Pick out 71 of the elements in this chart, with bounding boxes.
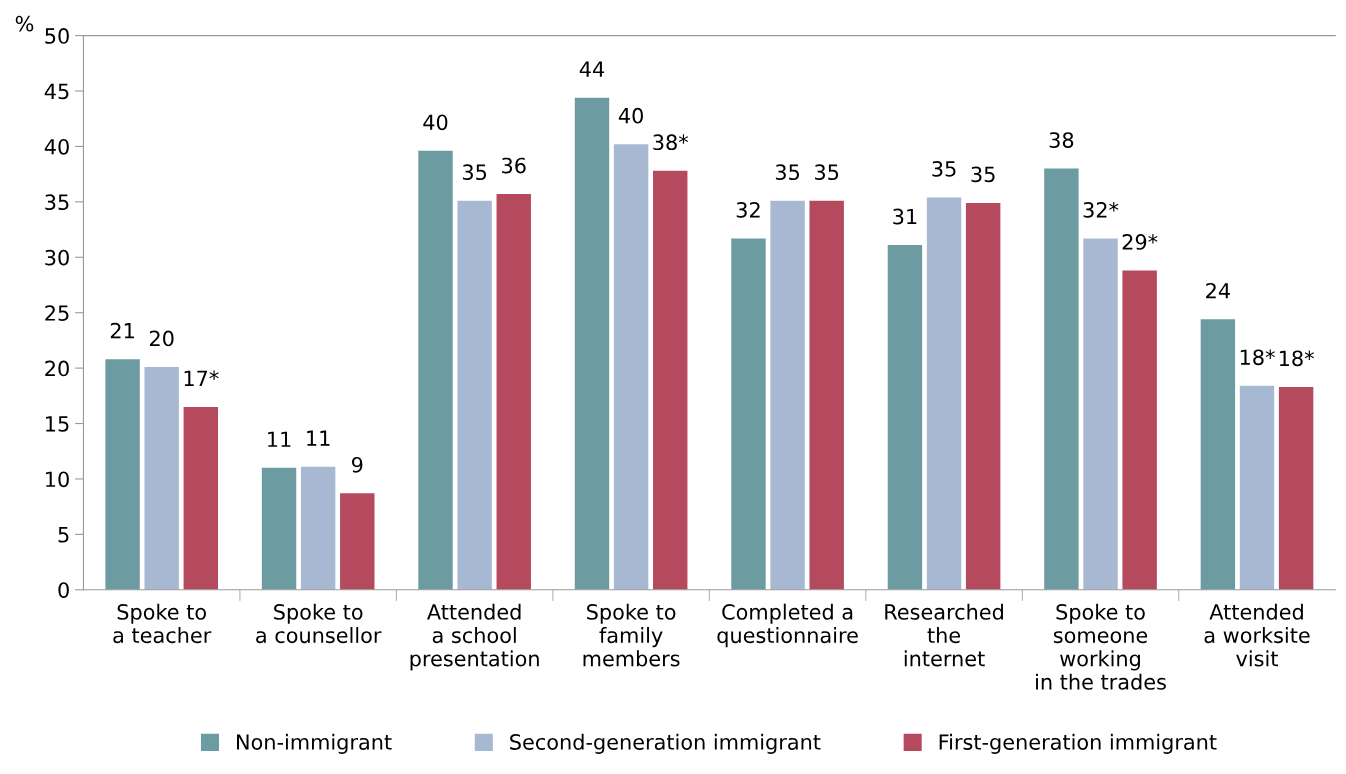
bar bbox=[300, 466, 336, 590]
data-label: 24 bbox=[1206, 282, 1230, 299]
data-label: 31 bbox=[893, 208, 917, 225]
y-tick-label: 50 bbox=[45, 28, 69, 44]
bar bbox=[574, 97, 610, 590]
y-tick-label: 25 bbox=[45, 305, 69, 321]
y-tick-label: 20 bbox=[45, 360, 69, 377]
bar bbox=[1239, 385, 1275, 590]
data-label: 36 bbox=[502, 157, 526, 174]
y-axis-title: % bbox=[15, 15, 34, 32]
data-label: 21 bbox=[110, 322, 134, 339]
bar bbox=[105, 359, 140, 590]
data-label: 11 bbox=[307, 430, 330, 446]
y-tick-label: 15 bbox=[46, 416, 69, 432]
data-label: 18* bbox=[1240, 349, 1275, 366]
data-label: 35 bbox=[971, 166, 995, 183]
y-tick-label: 5 bbox=[58, 527, 69, 543]
bar bbox=[809, 200, 844, 590]
y-tick-label: 30 bbox=[45, 249, 69, 266]
bar bbox=[144, 367, 179, 590]
bar bbox=[613, 144, 649, 590]
x-tick-label: Attended a school presentation bbox=[410, 603, 539, 671]
legend-label: Non-immigrant bbox=[237, 733, 392, 754]
y-tick-label: 45 bbox=[44, 83, 69, 100]
data-label: 20 bbox=[149, 330, 174, 347]
bar bbox=[261, 467, 297, 590]
bar bbox=[457, 200, 492, 590]
bar bbox=[1044, 168, 1079, 590]
data-label: 18* bbox=[1279, 350, 1314, 367]
bar bbox=[1122, 270, 1157, 590]
data-label: 38* bbox=[653, 134, 689, 151]
bar bbox=[770, 200, 805, 590]
data-label: 9 bbox=[351, 456, 363, 473]
x-tick-label: Spoke to family members bbox=[583, 603, 680, 667]
x-tick-label: Spoke to a teacher bbox=[113, 603, 212, 644]
y-tick-label: 35 bbox=[45, 194, 69, 211]
bar bbox=[1083, 238, 1118, 590]
data-label: 35 bbox=[815, 164, 839, 181]
x-tick-label: Attended a worksite visit bbox=[1204, 603, 1310, 667]
data-label: 11 bbox=[268, 431, 291, 447]
bar bbox=[965, 202, 1001, 590]
bar bbox=[1278, 386, 1314, 590]
y-tick-label: 40 bbox=[44, 138, 69, 155]
data-label: 40 bbox=[423, 114, 448, 131]
bar bbox=[653, 170, 688, 590]
data-label: 38 bbox=[1049, 132, 1074, 148]
bar bbox=[926, 197, 962, 590]
legend-label: First-generation immigrant bbox=[939, 733, 1217, 754]
data-label: 40 bbox=[618, 107, 643, 124]
x-tick-label: Spoke to a counsellor bbox=[256, 603, 382, 644]
data-label: 32 bbox=[736, 201, 760, 218]
bar bbox=[887, 245, 923, 590]
bar bbox=[183, 406, 219, 590]
data-label: 35 bbox=[462, 164, 487, 181]
data-label: 29* bbox=[1122, 234, 1158, 250]
x-tick-label: Spoke to someone working in the trades bbox=[1036, 603, 1166, 690]
bar bbox=[731, 238, 766, 590]
bar bbox=[496, 194, 531, 590]
x-tick-label: Researched the internet bbox=[885, 603, 1003, 667]
legend-label: Second-generation immigrant bbox=[510, 733, 821, 754]
y-tick-label: 10 bbox=[46, 471, 69, 488]
data-label: 32* bbox=[1083, 201, 1119, 218]
data-label: 35 bbox=[775, 164, 800, 181]
bar bbox=[340, 493, 375, 590]
data-label: 17* bbox=[184, 370, 219, 386]
x-tick-label: Completed a questionnaire bbox=[717, 603, 858, 648]
y-tick-label: 0 bbox=[58, 582, 69, 598]
bar bbox=[418, 150, 453, 590]
data-label: 35 bbox=[932, 160, 956, 177]
bar bbox=[1200, 319, 1236, 590]
data-label: 44 bbox=[579, 61, 605, 77]
